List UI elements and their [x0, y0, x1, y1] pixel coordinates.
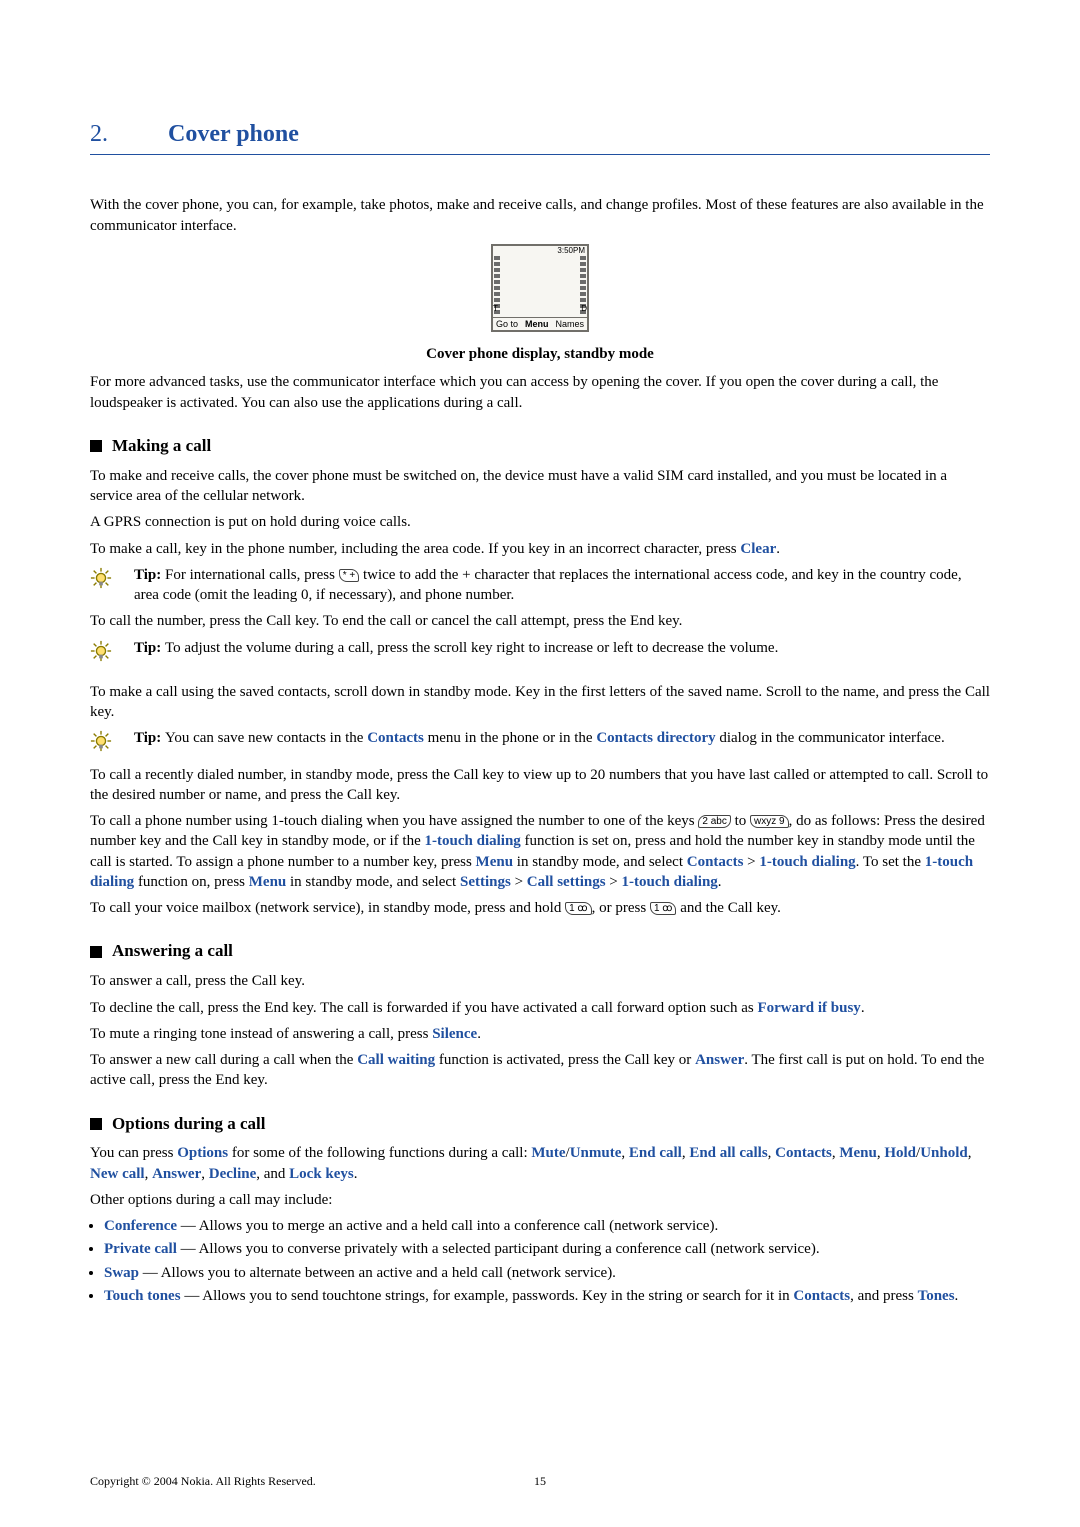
page-number: 15: [534, 1473, 546, 1489]
ui-term-end-call: End call: [629, 1145, 682, 1161]
ui-term-swap: Swap: [104, 1265, 139, 1281]
body-text: To decline the call, press the End key. …: [90, 998, 990, 1018]
chapter-heading: 2. Cover phone: [90, 118, 990, 155]
chapter-title: Cover phone: [168, 118, 299, 150]
tip-icon: [90, 565, 120, 606]
body-text: A GPRS connection is put on hold during …: [90, 512, 990, 532]
body-text: Other options during a call may include:: [90, 1190, 990, 1210]
ui-term-unhold: Unhold: [920, 1145, 968, 1161]
softkey-left: Go to: [496, 318, 518, 330]
ui-term-1touch: 1-touch dialing: [759, 854, 855, 870]
ui-term-hold: Hold: [884, 1145, 916, 1161]
page-footer: Copyright © 2004 Nokia. All Rights Reser…: [90, 1473, 990, 1489]
body-text: To answer a call, press the Call key.: [90, 971, 990, 991]
phone-display-mock: 3:50PM T D Go to Menu Names: [491, 244, 589, 332]
options-list: Conference — Allows you to merge an acti…: [104, 1216, 990, 1306]
body-text: To make a call using the saved contacts,…: [90, 682, 990, 723]
tip-text: Tip: To adjust the volume during a call,…: [120, 638, 990, 668]
body-text: To make and receive calls, the cover pho…: [90, 466, 990, 507]
ui-term-settings: Settings: [460, 874, 511, 890]
ui-term-options: Options: [177, 1145, 228, 1161]
body-text: To answer a new call during a call when …: [90, 1050, 990, 1091]
key-star-plus: * +: [339, 569, 360, 582]
ui-term-end-all: End all calls: [689, 1145, 767, 1161]
ui-term-answer: Answer: [152, 1166, 201, 1182]
ui-term-touch-tones: Touch tones: [104, 1288, 181, 1304]
ui-term-1touch: 1-touch dialing: [622, 874, 718, 890]
section-answering-a-call: Answering a call: [90, 940, 990, 963]
body-text: To call a phone number using 1-touch dia…: [90, 811, 990, 892]
list-item: Private call — Allows you to converse pr…: [104, 1239, 990, 1259]
chapter-number: 2.: [90, 118, 168, 150]
section-title: Options during a call: [112, 1113, 266, 1136]
body-text: To call the number, press the Call key. …: [90, 611, 990, 631]
ui-term-contacts-directory: Contacts directory: [596, 730, 715, 746]
softkey-right: Names: [555, 318, 584, 330]
body-text: To call a recently dialed number, in sta…: [90, 765, 990, 806]
ui-term-tones: Tones: [918, 1288, 955, 1304]
tip-block: Tip: For international calls, press * + …: [90, 565, 990, 606]
softkey-middle: Menu: [525, 318, 549, 330]
tip-block: Tip: You can save new contacts in the Co…: [90, 728, 990, 758]
ui-term-forward-if-busy: Forward if busy: [757, 1000, 860, 1016]
section-title: Answering a call: [112, 940, 233, 963]
key-1: 1 ꝏ: [650, 902, 677, 915]
tip-text: Tip: For international calls, press * + …: [120, 565, 990, 606]
key-2abc: 2 abc: [698, 815, 730, 828]
ui-term-contacts: Contacts: [775, 1145, 832, 1161]
ui-term-private-call: Private call: [104, 1241, 177, 1257]
figure-cover-display: 3:50PM T D Go to Menu Names: [90, 244, 990, 338]
ui-term-contacts: Contacts: [687, 854, 744, 870]
ui-term-mute: Mute: [531, 1145, 565, 1161]
ui-term-decline: Decline: [209, 1166, 256, 1182]
body-text: To call your voice mailbox (network serv…: [90, 898, 990, 918]
ui-term-call-settings: Call settings: [527, 874, 606, 890]
ui-term-silence: Silence: [432, 1026, 477, 1042]
battery-icon: D: [581, 304, 587, 315]
key-1: 1 ꝏ: [565, 902, 592, 915]
tip-block: Tip: To adjust the volume during a call,…: [90, 638, 990, 668]
section-title: Making a call: [112, 435, 211, 458]
ui-term-call-waiting: Call waiting: [357, 1052, 435, 1068]
section-making-a-call: Making a call: [90, 435, 990, 458]
ui-term-conference: Conference: [104, 1218, 177, 1234]
list-item: Swap — Allows you to alternate between a…: [104, 1263, 990, 1283]
tip-icon: [90, 638, 120, 668]
ui-term-new-call: New call: [90, 1166, 145, 1182]
ui-term-menu: Menu: [476, 854, 514, 870]
ui-term-answer: Answer: [695, 1052, 744, 1068]
ui-term-contacts: Contacts: [793, 1288, 850, 1304]
tip-text: Tip: You can save new contacts in the Co…: [120, 728, 990, 758]
body-text: To mute a ringing tone instead of answer…: [90, 1024, 990, 1044]
list-item: Touch tones — Allows you to send touchto…: [104, 1286, 990, 1306]
key-9wxyz: wxyz 9: [750, 815, 789, 828]
body-text: To make a call, key in the phone number,…: [90, 539, 990, 559]
ui-term-clear: Clear: [740, 541, 776, 557]
figure-caption: Cover phone display, standby mode: [90, 344, 990, 364]
ui-term-unmute: Unmute: [570, 1145, 622, 1161]
body-text: You can press Options for some of the fo…: [90, 1143, 990, 1184]
softkey-row: Go to Menu Names: [493, 317, 587, 330]
ui-term-contacts: Contacts: [367, 730, 424, 746]
list-item: Conference — Allows you to merge an acti…: [104, 1216, 990, 1236]
tip-icon: [90, 728, 120, 758]
section-options-during-call: Options during a call: [90, 1113, 990, 1136]
ui-term-lock-keys: Lock keys: [289, 1166, 354, 1182]
copyright-text: Copyright © 2004 Nokia. All Rights Reser…: [90, 1474, 316, 1488]
ui-term-1touch: 1-touch dialing: [425, 833, 521, 849]
ui-term-menu: Menu: [839, 1145, 877, 1161]
antenna-icon: T: [493, 304, 498, 315]
ui-term-menu: Menu: [249, 874, 287, 890]
intro-paragraph: With the cover phone, you can, for examp…: [90, 195, 990, 236]
after-figure-paragraph: For more advanced tasks, use the communi…: [90, 372, 990, 413]
